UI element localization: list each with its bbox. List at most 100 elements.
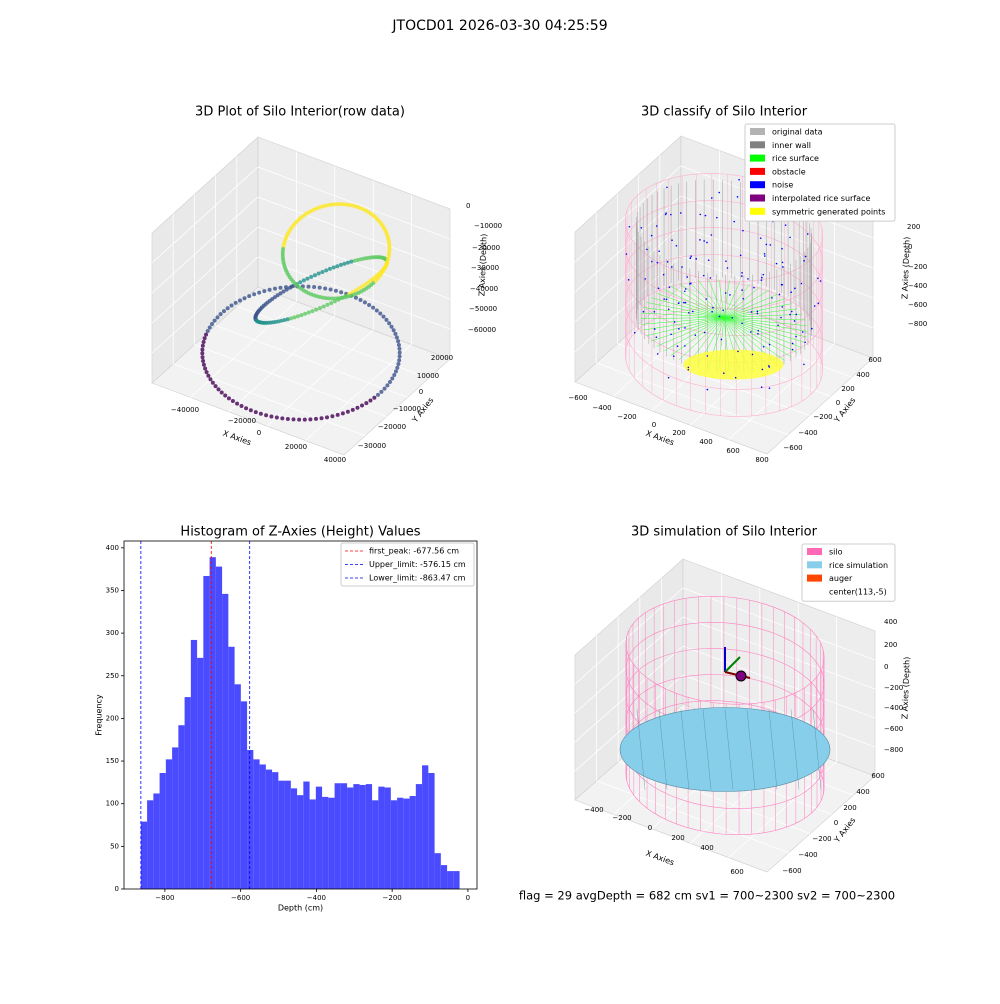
decor-noise (699, 239, 701, 241)
y-tick-label: 250 (106, 672, 119, 680)
decor-noise (628, 225, 631, 228)
decor-noise (762, 345, 765, 348)
pane-grid (682, 616, 876, 690)
pane-grid (257, 196, 451, 270)
decor-surface (718, 279, 725, 318)
x-tick-label: 400 (699, 438, 712, 446)
legend-label: center(113,-5) (829, 587, 887, 596)
decor-point (316, 271, 321, 276)
decor-surface (650, 317, 725, 342)
decor-noise (817, 302, 820, 305)
legend-box (801, 543, 896, 602)
pane-grid (617, 343, 810, 416)
decor-point (210, 380, 215, 385)
bar (390, 800, 398, 889)
y-tick-label: 0 (834, 819, 838, 827)
decor-noise (710, 234, 713, 236)
y-tick-label: 0 (115, 885, 119, 893)
decor-noise (712, 306, 714, 309)
x-axis-label: Depth (cm) (278, 904, 323, 913)
decor-point (310, 309, 315, 314)
bar (140, 821, 148, 889)
y-tick-label: −400 (798, 851, 817, 859)
decor-point (338, 295, 343, 300)
y-tick-label: −200 (812, 835, 831, 843)
decor-noise (706, 388, 709, 391)
decor-noise (738, 178, 740, 181)
legend-label: first_peak: -677.56 cm (369, 547, 459, 556)
decor-point (325, 302, 330, 307)
decor-noise (627, 279, 630, 281)
decor-noise (794, 287, 796, 290)
decor-point (387, 380, 392, 385)
bar (447, 871, 454, 889)
decor-point (202, 336, 207, 341)
decor-surface (723, 317, 807, 326)
decor-point (280, 416, 285, 421)
decor-noise (757, 329, 760, 332)
decor-noise (656, 353, 659, 355)
pane-grid (215, 325, 408, 398)
decor-point (216, 387, 221, 392)
decor-point (355, 405, 360, 410)
decor-point (338, 202, 343, 207)
decor-point (309, 274, 314, 279)
decor-noise (777, 324, 779, 327)
pane-grid (173, 363, 366, 437)
legend-swatch (750, 167, 765, 175)
decor-surface (643, 317, 725, 331)
bar (297, 795, 304, 889)
decor-point (332, 202, 337, 207)
decor-surface (643, 307, 725, 318)
y-tick-label: −30000 (358, 442, 386, 450)
decor-noise (655, 336, 658, 339)
decor-point (287, 285, 292, 290)
decor-noise (795, 313, 798, 316)
legend-label: Lower_limit: -863.47 cm (369, 574, 466, 583)
decor-point (233, 300, 238, 305)
decor-surface (650, 297, 725, 318)
legend-label: inner wall (772, 141, 811, 150)
decor-point (335, 412, 340, 417)
decor-point (312, 285, 317, 290)
decor-point (239, 403, 244, 408)
decor-noise (702, 274, 705, 277)
decor-noise (780, 283, 783, 286)
decor-surface (646, 302, 725, 318)
decor-point (213, 384, 218, 389)
decor-point (347, 202, 352, 207)
decor-surface (640, 317, 725, 319)
decor-point (229, 303, 234, 308)
decor-surface (723, 286, 760, 318)
pane-grid (266, 329, 374, 427)
decor-noise (806, 233, 809, 235)
decor-point (323, 286, 328, 291)
bar (172, 747, 179, 889)
decor-noise (655, 225, 658, 227)
z-tick-label: −10000 (474, 222, 502, 230)
bar (315, 786, 323, 889)
decor-point (303, 311, 308, 316)
x-tick-label: 0 (652, 421, 656, 429)
decor-point (200, 343, 205, 348)
z-tick-label: 200 (907, 223, 920, 231)
pane-grid (682, 645, 876, 719)
decor-mesh (636, 709, 646, 790)
decor-noise (709, 277, 712, 279)
decor-noise (683, 301, 685, 304)
decor-point (221, 309, 226, 314)
decor-point (252, 292, 257, 297)
decor-point (207, 325, 212, 330)
pane-grid (257, 226, 451, 300)
z-axis-label: Z Axies (Depth) (900, 657, 911, 720)
decor-surface (723, 294, 778, 318)
decor-surface (670, 317, 725, 356)
decor-noise (704, 214, 707, 217)
decor-point (350, 290, 355, 295)
decor-surface (708, 279, 725, 318)
decor-noise (662, 273, 665, 276)
decor-noise (722, 309, 724, 312)
decor-noise (650, 234, 653, 237)
y-tick-label: 400 (856, 788, 869, 796)
decor-noise (684, 345, 686, 347)
